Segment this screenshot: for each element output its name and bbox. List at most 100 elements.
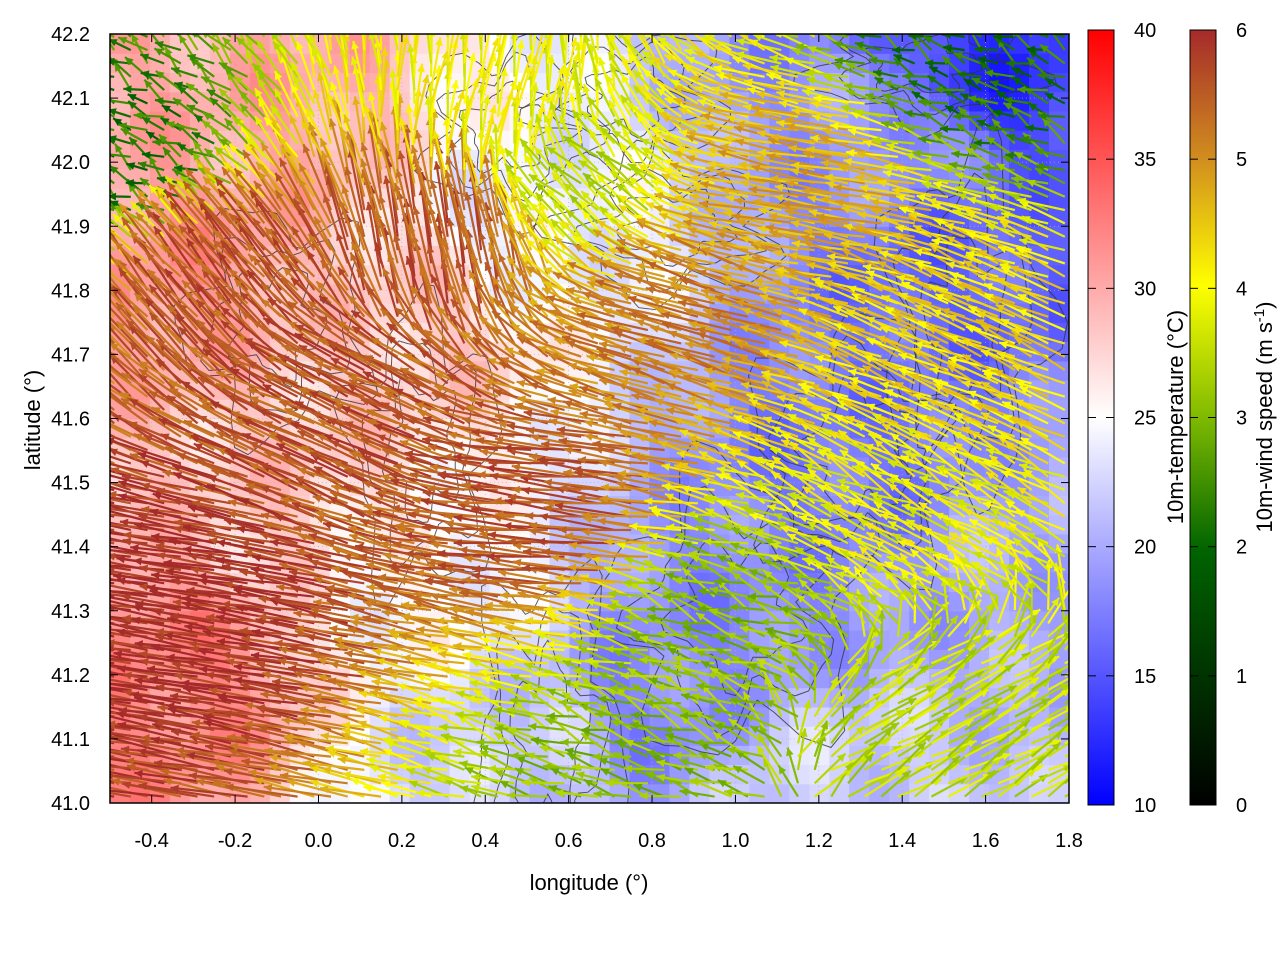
- wind-vector-head: [78, 436, 87, 443]
- wind-vector-head: [110, 771, 114, 780]
- wind-vector-shaft: [110, 715, 115, 718]
- wind-vector-head: [100, 755, 109, 763]
- wind-vector-head: [31, 571, 39, 579]
- temperature-cell: [1049, 53, 1069, 73]
- wind-vector: [110, 392, 115, 398]
- wind-vector-head: [53, 511, 62, 519]
- wind-vector-head: [66, 265, 75, 273]
- wind-vector-head: [360, 22, 368, 30]
- temperature-cell: [869, 649, 890, 669]
- wind-vector-head: [89, 673, 98, 681]
- wind-vector-head: [95, 212, 103, 221]
- wind-vector-head: [300, 14, 308, 23]
- wind-vector-head: [37, 664, 46, 672]
- wind-vector-head: [100, 226, 108, 235]
- wind-vector-head: [323, 0, 331, 4]
- temperature-cell: [569, 207, 591, 227]
- temperature-cell: [809, 764, 830, 785]
- wind-vector-shaft: [110, 647, 115, 652]
- wind-vector: [295, 34, 299, 38]
- wind-vector-head: [51, 771, 59, 779]
- wind-vector-head: [69, 394, 78, 401]
- wind-vector-head: [44, 455, 53, 463]
- wind-vector-head: [85, 122, 94, 130]
- wind-vector-head: [35, 478, 44, 486]
- temperature-cell: [409, 514, 431, 535]
- wind-vector-shaft: [244, 34, 249, 38]
- wind-vector-head: [97, 679, 105, 687]
- temperature-cell: [929, 783, 950, 803]
- wind-vector-head: [76, 778, 85, 786]
- wind-vector: [261, 34, 266, 38]
- wind-vector-head: [85, 567, 94, 575]
- wind-vector-head: [90, 381, 99, 389]
- temperature-cell: [1049, 360, 1069, 381]
- wind-vector-head: [56, 375, 65, 383]
- wind-vector-head: [226, 0, 233, 8]
- wind-vector: [31, 571, 115, 585]
- wind-vector-head: [66, 645, 75, 653]
- wind-vector-head: [67, 512, 76, 520]
- temperature-cell: [189, 34, 211, 54]
- wind-vector-head: [95, 128, 104, 136]
- wind-vector-head: [57, 438, 66, 445]
- temperature-cell: [1049, 226, 1069, 246]
- wind-vector-head: [110, 294, 111, 295]
- wind-vector-head: [67, 721, 76, 729]
- wind-vector-head: [33, 709, 42, 717]
- wind-vector-head: [370, 16, 378, 25]
- wind-vector: [226, 0, 249, 38]
- wind-vector-shaft: [160, 34, 166, 38]
- wind-vector-head: [101, 685, 110, 693]
- wind-vector-head: [55, 585, 64, 593]
- wind-vector-head: [362, 7, 370, 15]
- wind-vector-head: [205, 17, 214, 25]
- wind-vector-head: [65, 572, 74, 580]
- wind-vector-head: [77, 767, 86, 775]
- wind-vector-head: [82, 251, 91, 259]
- temperature-cell: [529, 706, 551, 727]
- wind-vector-shaft: [110, 405, 115, 411]
- wind-vector-head: [100, 587, 108, 595]
- wind-vector-head: [85, 654, 93, 662]
- wind-vector-head: [91, 750, 100, 758]
- wind-vector-head: [95, 148, 104, 155]
- wind-vector-head: [85, 310, 94, 319]
- wind-vector-head: [36, 473, 45, 481]
- wind-vector-head: [96, 303, 104, 312]
- temperature-cell: [529, 783, 551, 803]
- wind-vector-head: [68, 320, 76, 329]
- wind-vector-head: [96, 219, 104, 228]
- wind-vector: [277, 34, 282, 38]
- wind-vector-head: [89, 378, 98, 385]
- wind-vector-head: [57, 506, 66, 514]
- wind-vector-shaft: [110, 460, 115, 465]
- wind-vector-head: [37, 496, 46, 504]
- wind-vector-head: [38, 614, 46, 622]
- wind-vector-head: [89, 256, 97, 265]
- wind-vector-head: [57, 716, 66, 724]
- wind-vector-head: [31, 557, 40, 565]
- wind-vector: [211, 34, 216, 38]
- wind-vector-head: [122, 26, 131, 33]
- wind-vector: [110, 647, 115, 652]
- wind-vector-head: [93, 44, 102, 52]
- wind-vector-head: [110, 501, 113, 509]
- wind-vector-head: [90, 660, 99, 668]
- wind-vector-head: [33, 706, 42, 714]
- wind-vector-head: [90, 579, 99, 587]
- wind-vector-head: [167, 21, 176, 28]
- wind-vector-head: [290, 11, 298, 20]
- wind-vector: [329, 34, 333, 38]
- wind-vector: [110, 528, 115, 532]
- wind-vector-head: [36, 724, 45, 732]
- wind-vector-shaft: [110, 528, 115, 532]
- temperature-cell: [409, 110, 431, 131]
- wind-vector-head: [97, 314, 105, 323]
- wind-vector-head: [70, 632, 79, 640]
- temperature-cell: [549, 476, 571, 496]
- wind-vector-head: [141, 10, 149, 19]
- temperature-cell: [389, 149, 411, 170]
- wind-vector-head: [88, 524, 97, 532]
- wind-vector-head: [93, 82, 102, 89]
